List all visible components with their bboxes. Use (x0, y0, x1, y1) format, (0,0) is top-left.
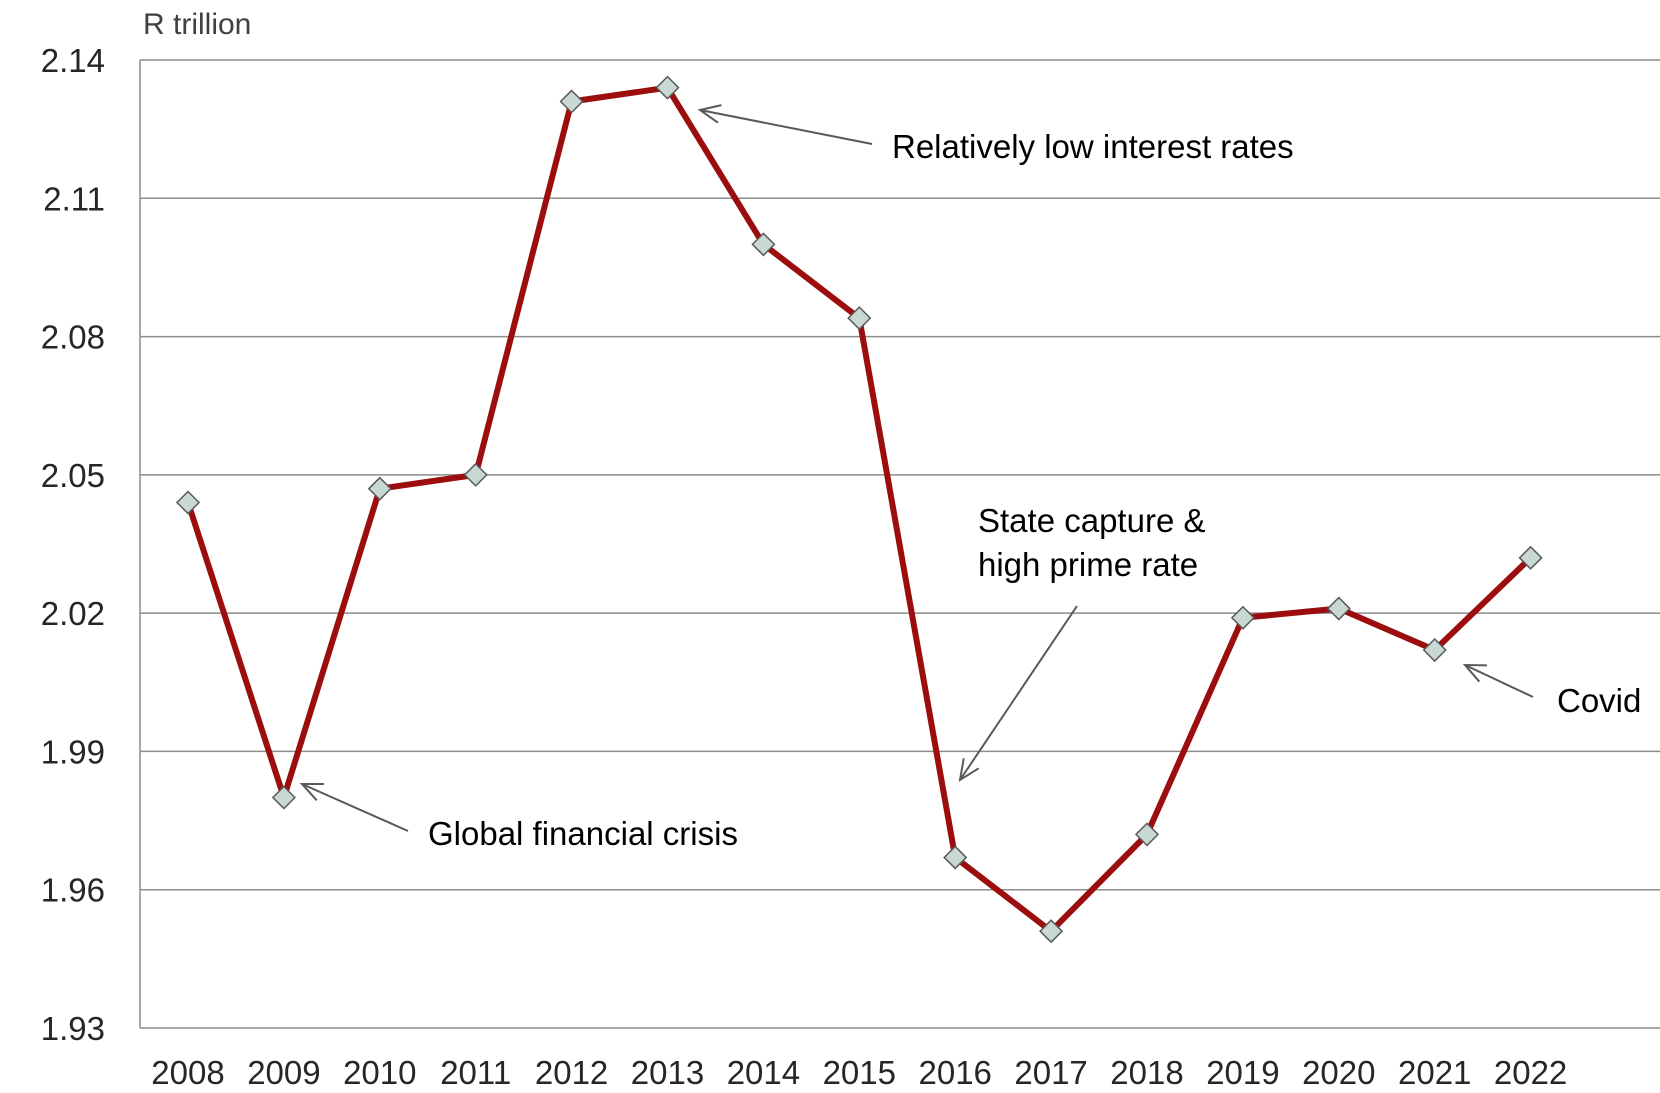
x-tick-label: 2015 (823, 1054, 896, 1091)
y-tick-label: 1.93 (41, 1010, 105, 1047)
y-tick-label: 1.99 (41, 733, 105, 770)
x-tick-label: 2012 (535, 1054, 608, 1091)
annotations: Relatively low interest rates Global fina… (428, 128, 1641, 852)
x-tick-label: 2017 (1014, 1054, 1087, 1091)
data-point (943, 845, 968, 870)
x-tick-label: 2016 (918, 1054, 991, 1091)
y-tick-label: 2.11 (43, 180, 105, 217)
y-tick-label: 2.02 (41, 595, 105, 632)
annotation-label: Global financial crisis (428, 815, 738, 852)
annotation-arrow-line (959, 605, 1078, 781)
annotation-arrowhead (697, 104, 722, 124)
data-point (367, 476, 392, 501)
x-axis-ticks: 2008 2009 2010 2011 2012 2013 2014 2015 2016 2017… (151, 1054, 1567, 1091)
data-point (1326, 596, 1351, 621)
y-tick-label: 2.08 (41, 319, 105, 356)
annotation-arrow-line (699, 109, 873, 145)
annotation-label: Relatively low interest rates (892, 128, 1294, 165)
annotation-arrowhead (1462, 663, 1488, 683)
x-tick-label: 2014 (727, 1054, 800, 1091)
data-point (463, 462, 488, 487)
annotation-arrow-line (1464, 664, 1534, 698)
x-tick-label: 2022 (1494, 1054, 1567, 1091)
x-tick-label: 2010 (343, 1054, 416, 1091)
data-point (751, 232, 776, 257)
y-axis-ticks: 1.93 1.96 1.99 2.02 2.05 2.08 2.11 2.14 (41, 42, 105, 1047)
annotation-arrow-line (301, 783, 409, 832)
annotation-label: Covid (1557, 682, 1641, 719)
gridlines (139, 59, 1660, 1029)
y-tick-label: 1.96 (41, 872, 105, 909)
data-point (655, 75, 680, 100)
x-tick-label: 2020 (1302, 1054, 1375, 1091)
data-point (1039, 919, 1064, 944)
x-tick-label: 2021 (1398, 1054, 1471, 1091)
x-tick-label: 2009 (247, 1054, 320, 1091)
annotation-arrowhead (299, 782, 325, 802)
annotation-arrows (299, 104, 1534, 832)
y-tick-label: 2.05 (41, 457, 105, 494)
y-axis-unit-label: R trillion (143, 8, 251, 41)
data-point (1518, 545, 1543, 570)
data-point (271, 785, 296, 810)
data-point (175, 490, 201, 515)
data-point (559, 89, 584, 114)
annotation-arrowhead (958, 758, 980, 783)
data-point (1230, 605, 1255, 630)
x-tick-label: 2018 (1110, 1054, 1183, 1091)
series-line (185, 84, 1534, 935)
data-point (1422, 637, 1447, 663)
x-tick-label: 2019 (1206, 1054, 1279, 1091)
x-tick-label: 2008 (151, 1054, 224, 1091)
data-point (847, 306, 872, 331)
x-tick-label: 2011 (440, 1054, 511, 1091)
data-markers (175, 75, 1543, 944)
annotation-label: State capture & (978, 502, 1205, 539)
annotation-label: high prime rate (978, 546, 1198, 583)
x-tick-label: 2013 (631, 1054, 704, 1091)
series (185, 84, 1534, 935)
data-point (1134, 822, 1160, 847)
y-tick-label: 2.14 (41, 42, 105, 79)
